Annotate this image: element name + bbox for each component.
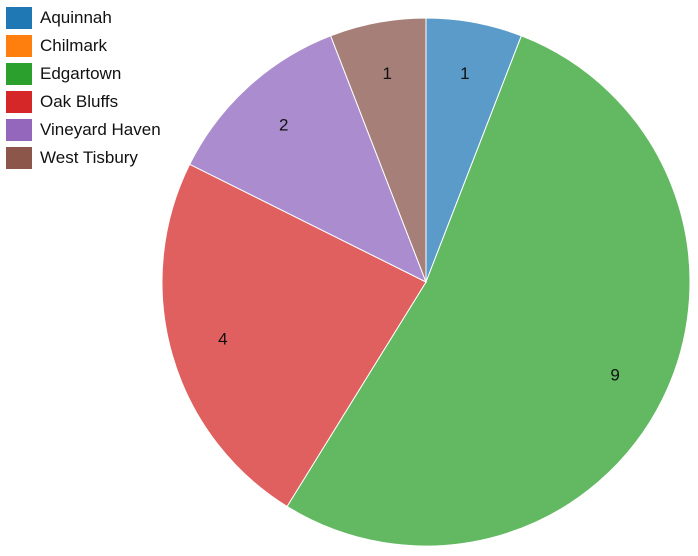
pie-slice-edgartown — [286, 35, 691, 547]
legend-label-edgartown: Edgartown — [40, 64, 122, 83]
legend-item-west-tisbury: West Tisbury — [6, 144, 161, 172]
pie-slice-labels: 1 9 4 2 1 — [218, 64, 620, 385]
data-label-edgartown: 9 — [610, 366, 619, 385]
pie-slice-west-tisbury — [329, 17, 427, 283]
legend: Aquinnah Chilmark Edgartown Oak Bluffs Viney… — [6, 4, 161, 172]
legend-item-edgartown: Edgartown — [6, 60, 161, 88]
legend-label-chilmark: Chilmark — [40, 36, 108, 55]
legend-label-oak-bluffs: Oak Bluffs — [40, 92, 119, 111]
data-label-aquinnah: 1 — [460, 64, 469, 83]
data-label-oak-bluffs: 4 — [218, 329, 227, 348]
legend-label-west-tisbury: West Tisbury — [40, 148, 138, 167]
legend-swatch-vineyard-haven — [6, 119, 32, 141]
legend-swatch-edgartown — [6, 63, 32, 85]
legend-swatch-chilmark — [6, 35, 32, 57]
legend-item-aquinnah: Aquinnah — [6, 4, 161, 32]
legend-item-vineyard-haven: Vineyard Haven — [6, 116, 161, 144]
data-label-vineyard-haven: 2 — [279, 115, 288, 134]
legend-item-chilmark: Chilmark — [6, 32, 161, 60]
legend-swatch-west-tisbury — [6, 147, 32, 169]
legend-item-oak-bluffs: Oak Bluffs — [6, 88, 161, 116]
pie-slices — [161, 17, 691, 547]
pie-slice-oak-bluffs — [161, 163, 427, 508]
pie-slice-vineyard-haven — [189, 35, 427, 284]
data-label-west-tisbury: 1 — [382, 64, 391, 83]
legend-swatch-aquinnah — [6, 7, 32, 29]
legend-swatch-oak-bluffs — [6, 91, 32, 113]
legend-label-aquinnah: Aquinnah — [40, 8, 112, 27]
legend-label-vineyard-haven: Vineyard Haven — [40, 120, 161, 139]
